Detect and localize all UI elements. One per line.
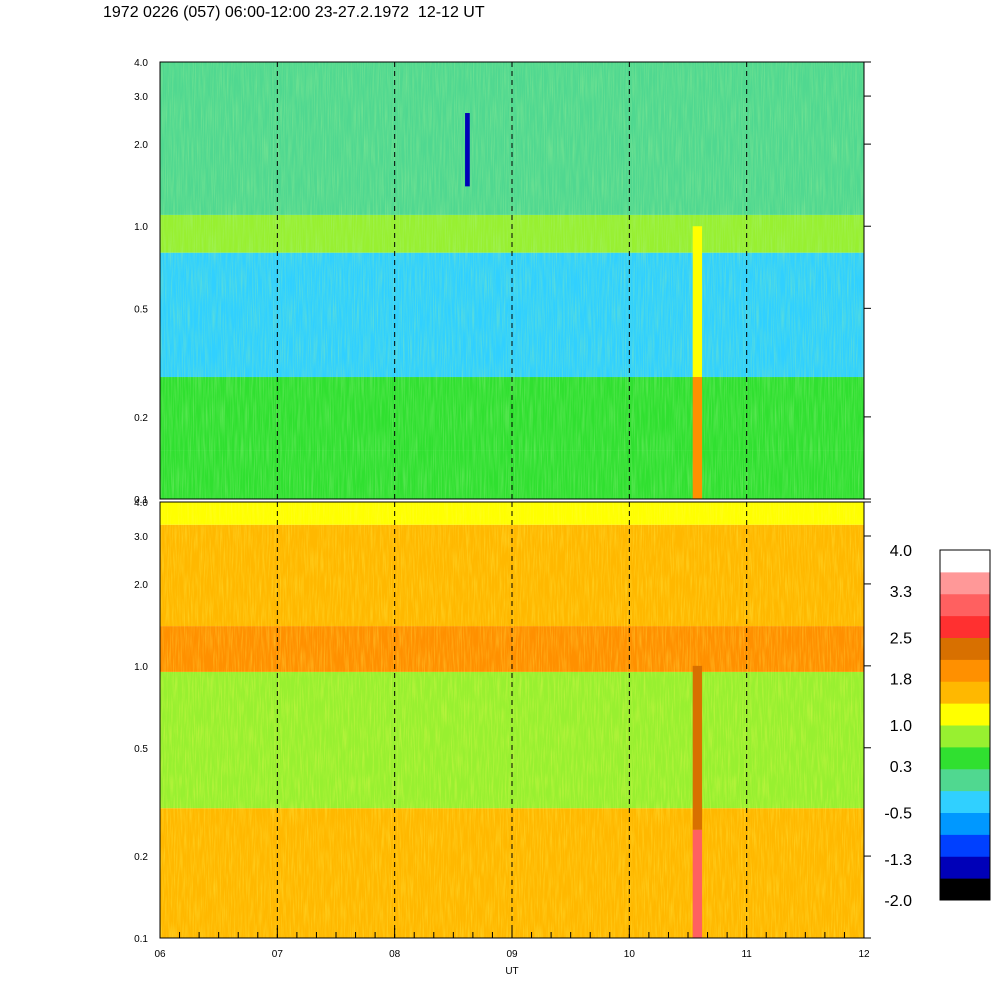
axes-layer: 0.10.20.51.02.03.04.00.10.20.51.02.03.04… <box>134 58 871 977</box>
panel-upper-event-2 <box>465 113 470 187</box>
chart-title: 1972 0226 (057) 06:00-12:00 23-27.2.1972… <box>103 4 485 21</box>
colorbar-label-4: 1.0 <box>890 718 912 735</box>
panel-lower-ytick-label-3: 1.0 <box>134 662 148 673</box>
colorbar-swatch-0 <box>940 878 990 901</box>
x-tick-label-1: 07 <box>272 949 284 960</box>
x-tick-label-4: 10 <box>624 949 636 960</box>
colorbar-swatch-11 <box>940 637 990 660</box>
colorbar-swatch-15 <box>940 550 990 573</box>
panel-upper-ytick-label-5: 3.0 <box>134 92 148 103</box>
colorbar-label-1: 3.3 <box>890 584 912 601</box>
colorbar-swatch-2 <box>940 834 990 857</box>
colorbar-swatch-6 <box>940 746 990 770</box>
x-axis-label: UT <box>505 966 518 977</box>
panel-lower-ytick-label-1: 0.2 <box>134 852 148 863</box>
colorbar-swatch-9 <box>940 681 990 704</box>
colorbar-label-6: -0.5 <box>884 806 912 823</box>
colorbar-label-3: 1.8 <box>890 671 912 688</box>
colorbar-swatch-13 <box>940 593 990 617</box>
colorbar-label-8: -2.0 <box>884 893 912 910</box>
panel-upper-frame <box>159 61 865 500</box>
panel-lower-ytick-label-6: 4.0 <box>134 498 148 509</box>
x-tick-label-5: 11 <box>741 949 752 960</box>
panel-lower-event-1 <box>692 665 703 830</box>
panel-upper <box>160 62 864 499</box>
colorbar-label-7: -1.3 <box>884 852 912 869</box>
colorbar-label-2: 2.5 <box>890 631 912 648</box>
panel-lower-ytick-label-4: 2.0 <box>134 580 148 591</box>
panel-upper-event-1 <box>692 226 703 378</box>
colorbar-frame <box>939 549 991 901</box>
panel-upper-ytick-label-2: 0.5 <box>134 304 148 315</box>
colorbar-label-0: 4.0 <box>890 543 912 560</box>
panel-lower-ytick-label-0: 0.1 <box>134 934 148 945</box>
colorbar-swatch-8 <box>940 703 990 726</box>
x-tick-label-0: 06 <box>154 949 166 960</box>
colorbar-swatch-12 <box>940 615 990 638</box>
colorbar-swatch-7 <box>940 725 990 748</box>
panel-upper-ytick-label-4: 2.0 <box>134 140 148 151</box>
panel-lower-ytick-label-5: 3.0 <box>134 532 148 543</box>
panel-upper-event-0 <box>692 377 703 499</box>
panel-lower-event-0 <box>692 829 703 938</box>
panel-upper-ytick-label-3: 1.0 <box>134 222 148 233</box>
panel-upper-ytick-label-0: 0.1 <box>134 495 148 506</box>
x-tick-label-6: 12 <box>858 949 870 960</box>
colorbar-swatch-10 <box>940 659 990 682</box>
x-tick-label-2: 08 <box>389 949 401 960</box>
colorbar-label-5: 0.3 <box>890 759 912 776</box>
colorbar-swatch-14 <box>940 571 990 595</box>
x-tick-label-3: 09 <box>506 949 518 960</box>
panel-upper-ytick-label-6: 4.0 <box>134 58 148 69</box>
panels-layer <box>160 62 864 938</box>
colorbar-swatch-4 <box>940 790 990 813</box>
colorbar: 4.0 3.3 2.5 1.8 1.0 0.3 -0.5 -1.3 -2.0 <box>884 543 991 910</box>
panel-lower-ytick-label-2: 0.5 <box>134 744 148 755</box>
panel-upper-ytick-label-1: 0.2 <box>134 413 148 424</box>
colorbar-swatch-3 <box>940 812 990 835</box>
colorbar-swatch-5 <box>940 768 990 792</box>
colorbar-swatch-1 <box>940 856 990 879</box>
panel-lower <box>160 502 864 938</box>
